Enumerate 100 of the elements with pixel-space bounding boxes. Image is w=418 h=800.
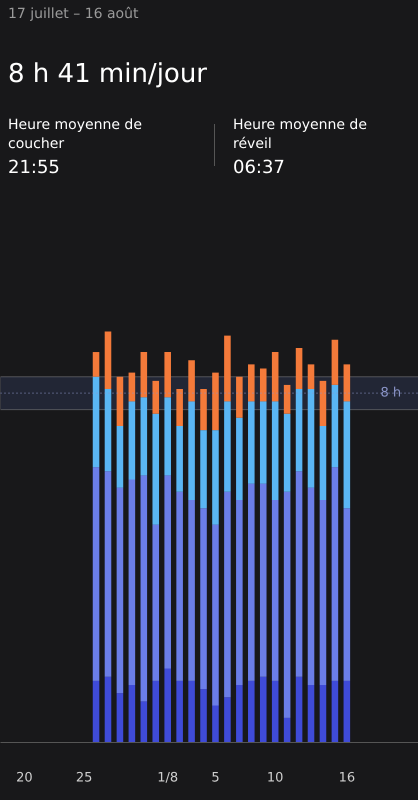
- bar: [284, 492, 290, 718]
- bar: [248, 401, 255, 484]
- bar: [140, 475, 148, 702]
- bar: [140, 397, 148, 476]
- bar: [188, 401, 195, 500]
- bar: [212, 372, 219, 430]
- bar: [224, 492, 231, 698]
- bar: [308, 389, 314, 488]
- bar: [212, 706, 219, 742]
- bar: [224, 697, 231, 742]
- bar: [104, 471, 112, 677]
- bar: [308, 488, 314, 685]
- bar: [332, 340, 338, 385]
- bar: [116, 376, 124, 426]
- bar: [272, 500, 278, 681]
- bar: [296, 471, 302, 677]
- bar: [176, 426, 183, 492]
- chart-title: 17 juillet – 16 août: [8, 5, 138, 24]
- bar: [284, 384, 290, 414]
- bar: [344, 508, 350, 681]
- bar: [236, 684, 243, 742]
- text: 21:55: [8, 156, 60, 180]
- bar: [320, 426, 326, 500]
- bar: [200, 508, 207, 690]
- bar: [224, 401, 231, 492]
- bar: [236, 418, 243, 500]
- bar: [128, 372, 136, 402]
- bar: [212, 430, 219, 525]
- x-tick-label: 1/8: [157, 770, 178, 786]
- bar: [260, 368, 267, 402]
- bar: [164, 668, 171, 742]
- bar: [116, 488, 124, 694]
- bar: [152, 524, 160, 681]
- bar: [212, 524, 219, 706]
- bar: [200, 689, 207, 742]
- bar: [92, 376, 100, 468]
- bar: [260, 484, 267, 677]
- bar: [332, 467, 338, 681]
- bar: [164, 475, 171, 669]
- bar: [116, 426, 124, 488]
- bar: [284, 414, 290, 492]
- bar: [200, 389, 207, 430]
- x-tick-label: 25: [76, 770, 92, 786]
- bar: [272, 352, 278, 402]
- bar: [308, 364, 314, 390]
- bar: [128, 479, 136, 685]
- bar: [248, 364, 255, 402]
- bar: [176, 389, 183, 426]
- bar: [332, 384, 338, 468]
- bar: [92, 352, 100, 377]
- x-tick-label: 16: [338, 770, 356, 786]
- ref-line-label: 8 h: [380, 386, 402, 401]
- bar: [188, 500, 195, 681]
- x-tick-label: 20: [16, 770, 33, 786]
- bar: [104, 676, 112, 742]
- text: Heure moyenne de réveil: [233, 116, 368, 154]
- bar: [224, 336, 231, 402]
- bar: [128, 401, 136, 480]
- bar: [152, 380, 160, 414]
- bar: [344, 364, 350, 402]
- bar: [104, 389, 112, 472]
- bar: [344, 680, 350, 742]
- bar: [116, 693, 124, 742]
- bar: [308, 684, 314, 742]
- bar: [140, 352, 148, 398]
- bar: [248, 680, 255, 742]
- bar: [272, 680, 278, 742]
- bar: [296, 389, 302, 472]
- bar: [140, 701, 148, 742]
- bar: [164, 352, 171, 398]
- bar: [152, 680, 160, 742]
- bar: [344, 401, 350, 508]
- bar: [260, 676, 267, 742]
- chart-subtitle: 8 h 41 min/jour: [8, 58, 207, 91]
- x-tick-label: 10: [266, 770, 284, 786]
- text: 06:37: [233, 156, 285, 180]
- bar: [320, 500, 326, 685]
- bar: [248, 484, 255, 681]
- bar: [152, 414, 160, 525]
- bar: [92, 467, 100, 681]
- bar: [188, 680, 195, 742]
- bar: [320, 380, 326, 426]
- bar: [296, 676, 302, 742]
- text: Heure moyenne de coucher: [8, 116, 143, 154]
- bar: [176, 680, 183, 742]
- bar: [176, 492, 183, 681]
- bar: [332, 680, 338, 742]
- bar: [296, 348, 302, 390]
- bar: [284, 718, 290, 742]
- bar: [164, 397, 171, 476]
- bar: [272, 401, 278, 500]
- x-tick-label: 5: [211, 770, 220, 786]
- bar: [188, 360, 195, 402]
- bar: [200, 430, 207, 508]
- bar: [128, 684, 136, 742]
- bar: [260, 401, 267, 484]
- bar: [236, 376, 243, 418]
- bar: [320, 684, 326, 742]
- bar: [236, 500, 243, 685]
- bar: [104, 332, 112, 390]
